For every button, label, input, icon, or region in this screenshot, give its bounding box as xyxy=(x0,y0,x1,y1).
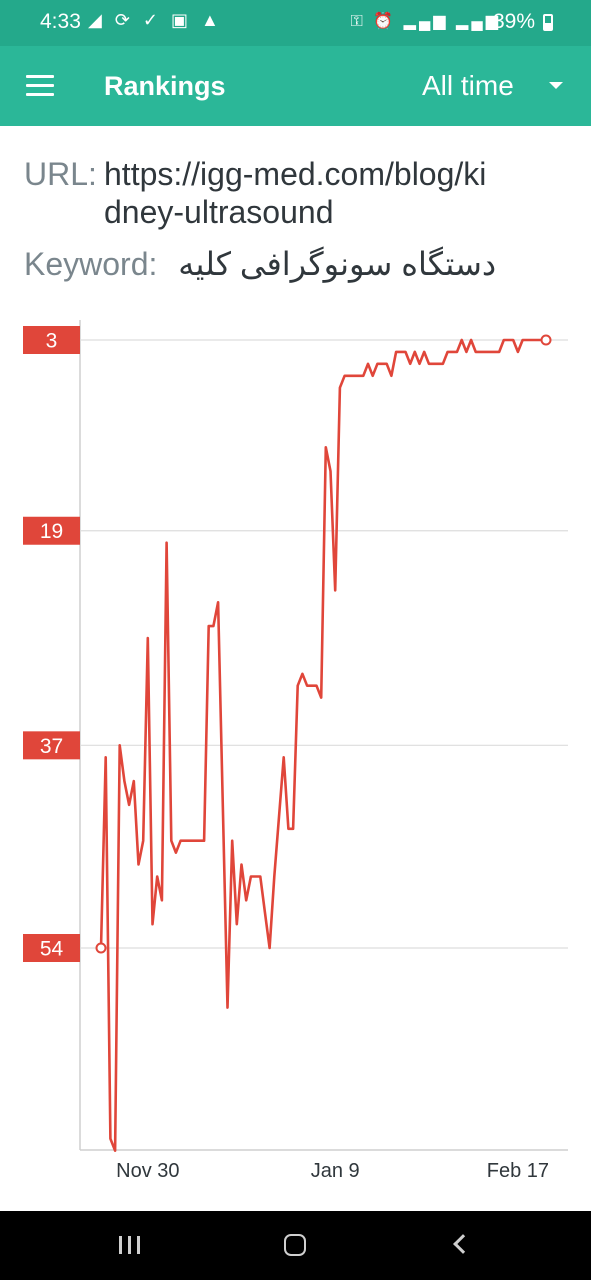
page-title: Rankings xyxy=(104,71,226,101)
status-bar: 4:33 ◢ ⟳ ✓ ▣ ▲ ⚿ ⏰ ▂▄▆ ▂▄▆ 39% xyxy=(0,0,591,46)
dropdown-arrow-icon[interactable] xyxy=(549,82,563,89)
y-tick-badge xyxy=(23,326,80,354)
first-point-marker xyxy=(95,942,107,954)
y-tick-label: 37 xyxy=(40,735,63,758)
url-value: https://igg-med.com/blog/kidney-ultrasou… xyxy=(104,156,487,230)
y-tick-label: 19 xyxy=(40,520,63,543)
notification-icons: ◢ ⟳ ✓ ▣ ▲ xyxy=(88,10,223,30)
ranking-chart: 3 19 37 54 Nov 30 Jan 9 Feb 17 xyxy=(23,320,568,1182)
x-tick-label: Nov 30 xyxy=(116,1160,179,1182)
battery-percent: 39% xyxy=(492,10,535,33)
battery-icon xyxy=(543,14,553,31)
y-tick-label: 3 xyxy=(46,330,58,353)
hamburger-menu-icon[interactable] xyxy=(26,75,54,97)
system-status-icons: ⚿ ⏰ ▂▄▆ ▂▄▆ xyxy=(350,13,501,30)
status-time: 4:33 xyxy=(40,10,81,33)
keyword-label: Keyword: xyxy=(24,246,158,282)
y-tick-badge xyxy=(23,516,80,545)
back-icon[interactable] xyxy=(453,1234,473,1254)
y-tick-badge xyxy=(23,731,80,760)
url-label: URL: xyxy=(24,156,97,192)
time-range-select[interactable]: All time xyxy=(422,70,514,101)
x-tick-label: Feb 17 xyxy=(487,1160,549,1182)
android-nav-bar xyxy=(0,1211,591,1280)
keyword-row: Keyword: دستگاه سونوگرافی کلیه xyxy=(24,245,496,283)
y-tick-label: 54 xyxy=(40,938,64,961)
y-tick-badge xyxy=(23,934,80,962)
home-icon[interactable] xyxy=(284,1234,306,1256)
recent-apps-icon[interactable] xyxy=(119,1236,141,1254)
last-point-marker xyxy=(540,334,552,346)
x-tick-label: Jan 9 xyxy=(311,1160,360,1182)
keyword-value: دستگاه سونوگرافی کلیه xyxy=(178,246,497,282)
ranking-series-line xyxy=(99,338,546,1153)
app-bar: Rankings All time xyxy=(0,46,591,126)
